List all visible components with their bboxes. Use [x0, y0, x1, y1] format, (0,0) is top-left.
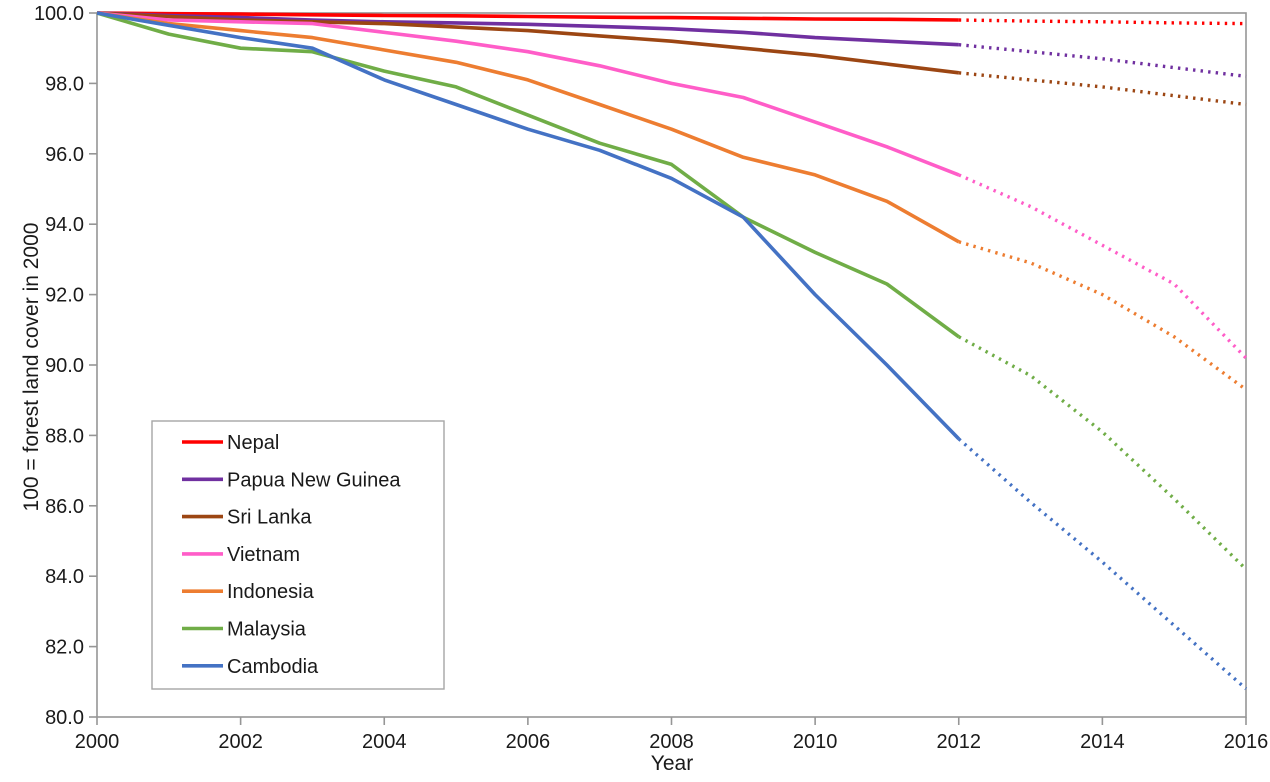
- x-tick-label: 2006: [506, 731, 551, 753]
- x-tick-label: 2012: [937, 731, 982, 753]
- series-line-papua-new-guinea-solid: [96, 11, 959, 47]
- y-tick-label: 82.0: [45, 637, 84, 659]
- series-line-malaysia-projected: [957, 335, 1248, 571]
- legend-item-sri-lanka: Sri Lanka: [182, 507, 312, 529]
- legend-item-nepal: Nepal: [182, 432, 279, 454]
- y-tick-label: 98.0: [45, 73, 84, 95]
- series-line-indonesia-projected: [958, 240, 1248, 391]
- series-line-sri-lanka-projected: [958, 71, 1247, 107]
- legend-label-malaysia: Malaysia: [227, 619, 307, 641]
- series-line-cambodia-projected: [957, 437, 1248, 691]
- series-line-indonesia-solid: [96, 11, 960, 244]
- x-axis-title: Year: [650, 752, 694, 775]
- x-tick-label: 2008: [649, 731, 694, 753]
- y-tick-label: 100.0: [34, 3, 84, 25]
- series-line-vietnam-solid: [96, 11, 960, 177]
- legend-label-sri-lanka: Sri Lanka: [227, 507, 312, 529]
- legend-label-cambodia: Cambodia: [227, 656, 319, 678]
- y-tick-label: 90.0: [45, 355, 84, 377]
- x-tick-label: 2010: [793, 731, 838, 753]
- series-line-cambodia-solid: [96, 11, 961, 441]
- legend-item-papua-new-guinea: Papua New Guinea: [182, 469, 401, 491]
- legend-label-nepal: Nepal: [227, 432, 279, 454]
- series-line-malaysia-solid: [96, 11, 960, 339]
- y-tick-label: 86.0: [45, 496, 84, 518]
- series-line-nepal-solid: [96, 11, 959, 22]
- x-tick-label: 2004: [362, 731, 407, 753]
- x-tick-label: 2014: [1080, 731, 1125, 753]
- y-axis-title: 100 = forest land cover in 2000: [20, 222, 43, 512]
- legend-label-indonesia: Indonesia: [227, 581, 315, 603]
- x-tick-label: 2016: [1224, 731, 1269, 753]
- y-tick-label: 80.0: [45, 707, 84, 729]
- legend-item-indonesia: Indonesia: [182, 581, 315, 603]
- y-tick-label: 88.0: [45, 425, 84, 447]
- series-line-papua-new-guinea-projected: [958, 43, 1247, 79]
- legend-item-vietnam: Vietnam: [182, 544, 300, 566]
- series-line-nepal-projected: [958, 18, 1247, 26]
- y-tick-label: 84.0: [45, 566, 84, 588]
- y-tick-label: 96.0: [45, 144, 84, 166]
- legend-label-vietnam: Vietnam: [227, 544, 300, 566]
- legend-item-cambodia: Cambodia: [182, 656, 319, 678]
- legend-label-papua-new-guinea: Papua New Guinea: [227, 469, 401, 491]
- legend-item-malaysia: Malaysia: [182, 619, 307, 641]
- y-tick-label: 94.0: [45, 214, 84, 236]
- x-tick-label: 2000: [75, 731, 120, 753]
- x-tick-label: 2002: [218, 731, 263, 753]
- series-line-vietnam-projected: [958, 173, 1248, 360]
- y-tick-label: 92.0: [45, 285, 84, 307]
